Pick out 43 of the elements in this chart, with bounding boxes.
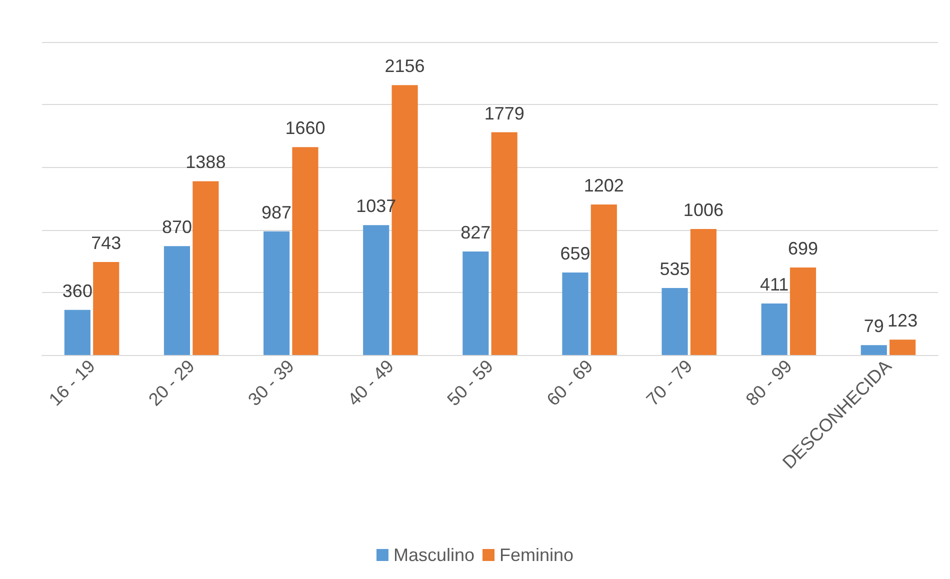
x-tick-label: 50 - 59 [443,356,498,410]
bar [690,229,716,355]
data-label: 827 [460,222,491,242]
bar [790,267,816,355]
data-label: 2156 [384,56,425,76]
data-label: 535 [660,259,690,280]
bar [164,246,190,355]
data-label: 870 [162,217,192,238]
bar [860,345,887,355]
bar [761,304,788,355]
data-label: 1388 [186,152,226,172]
x-tick-label: 70 - 79 [642,356,696,410]
data-label: 659 [560,243,590,264]
data-label: 123 [888,310,918,331]
legend-label: Feminino [500,545,574,565]
x-tick-label: 60 - 69 [542,356,597,410]
x-tick-label: 40 - 49 [344,356,398,410]
bar [264,231,290,355]
bar [491,132,518,355]
data-label: 360 [62,280,92,301]
data-label: 1779 [484,103,524,124]
bar [93,262,120,355]
bar [890,340,916,355]
x-tick-label: 20 - 29 [144,356,198,410]
data-label: 1660 [285,118,326,138]
legend-label: Masculino [393,545,475,565]
bar [562,272,588,355]
bar [292,147,318,355]
bar [64,310,90,355]
bar [192,181,219,355]
bar [590,204,617,355]
data-label: 987 [262,202,292,222]
data-label: 743 [91,232,122,253]
data-label: 699 [788,238,818,258]
x-tick-label: 16 - 19 [45,356,99,410]
data-label: 1202 [584,176,624,196]
bar [462,251,489,355]
data-label: 1006 [683,200,724,220]
data-label: 411 [760,274,789,295]
x-tick-label: 30 - 39 [244,356,298,410]
data-label: 79 [864,316,884,336]
bar [662,288,688,355]
bar [363,225,390,355]
